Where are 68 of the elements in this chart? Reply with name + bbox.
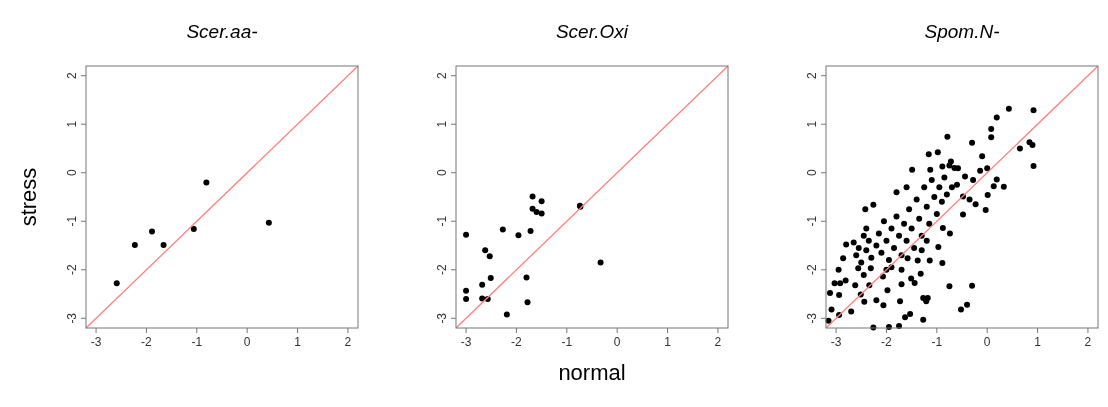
point	[479, 295, 486, 302]
chart-title: Spom.N-	[924, 21, 1000, 42]
point	[524, 299, 531, 306]
point	[597, 259, 604, 266]
y-tick-label: -1	[65, 215, 79, 227]
y-tick-label: 2	[805, 72, 819, 80]
point	[515, 232, 522, 239]
x-tick-label: 0	[243, 335, 251, 349]
y-tick-label: -2	[65, 264, 79, 276]
point	[499, 226, 506, 233]
x-tick-label: 2	[1084, 335, 1092, 349]
y-tick-label: -3	[435, 312, 449, 324]
y-tick-label: -1	[435, 215, 449, 227]
point	[529, 193, 536, 200]
point	[538, 198, 545, 205]
x-tick-label: -3	[90, 335, 102, 349]
point	[486, 253, 493, 260]
x-tick-label: 1	[1034, 335, 1042, 349]
chart-title: Scer.aa-	[186, 21, 258, 42]
x-tick-label: -1	[191, 335, 203, 349]
x-tick-label: -3	[460, 335, 472, 349]
x-tick-label: -3	[830, 335, 842, 349]
y-tick-label: 1	[805, 120, 819, 128]
y-tick-label: 1	[435, 120, 449, 128]
point	[463, 295, 470, 302]
y-tick-label: 1	[65, 120, 79, 128]
x-tick-label: 0	[983, 335, 991, 349]
x-tick-label: -2	[141, 335, 153, 349]
point	[463, 287, 470, 294]
y-tick-label: 2	[435, 72, 449, 80]
point	[538, 210, 545, 217]
y-tick-label: -2	[805, 264, 819, 276]
y-axis-title: stress	[16, 167, 41, 227]
x-tick-label: 1	[294, 335, 302, 349]
y-tick-label: 0	[65, 169, 79, 177]
x-tick-label: -1	[561, 335, 573, 349]
y-tick-label: -1	[805, 215, 819, 227]
y-tick-label: 0	[435, 169, 449, 177]
point	[113, 280, 120, 287]
point	[203, 179, 210, 186]
x-tick-label: 2	[344, 335, 352, 349]
x-tick-label: 1	[664, 335, 672, 349]
y-tick-label: 0	[805, 169, 819, 177]
point	[482, 247, 489, 254]
x-tick-label: 0	[613, 335, 621, 349]
point	[487, 275, 494, 282]
x-tick-label: -1	[931, 335, 943, 349]
x-axis-title: normal	[558, 360, 626, 385]
point	[533, 209, 540, 216]
x-tick-label: 2	[714, 335, 722, 349]
point	[479, 281, 486, 288]
point	[190, 226, 197, 233]
point	[148, 228, 155, 235]
point	[160, 242, 167, 249]
point	[523, 274, 530, 281]
y-tick-label: -3	[65, 312, 79, 324]
point	[527, 227, 534, 234]
x-tick-label: -2	[881, 335, 893, 349]
point	[529, 205, 536, 212]
x-tick-label: -2	[511, 335, 523, 349]
point	[265, 219, 272, 226]
chart-title: Scer.Oxi	[555, 21, 629, 42]
point	[131, 242, 138, 249]
point	[503, 311, 510, 318]
y-tick-label: 2	[65, 72, 79, 80]
point	[463, 231, 470, 238]
y-tick-label: -3	[805, 312, 819, 324]
y-tick-label: -2	[435, 264, 449, 276]
